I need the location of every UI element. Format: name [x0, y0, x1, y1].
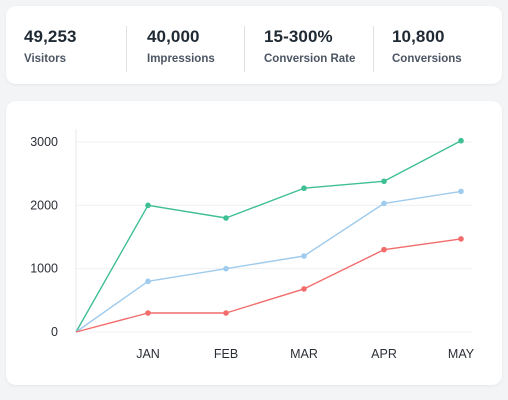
data-point	[458, 137, 464, 144]
stat-value: 40,000	[147, 27, 200, 46]
line-chart: 0 1000 2000 3000 JAN FEB MAR APR MAY	[30, 129, 475, 361]
data-point	[301, 253, 307, 259]
x-tick-label: APR	[371, 347, 397, 361]
data-point	[381, 200, 387, 207]
data-point	[223, 310, 229, 316]
x-tick-label: MAR	[290, 347, 318, 361]
x-tick-label: FEB	[214, 347, 238, 361]
stat-impressions: 40,000 Impressions	[147, 27, 215, 66]
data-point	[381, 246, 387, 253]
data-point	[458, 188, 464, 195]
stat-value: 15-300%	[264, 27, 333, 46]
stat-label: Conversions	[392, 53, 462, 65]
stat-visitors: 49,253 Visitors	[24, 27, 77, 66]
data-point	[223, 265, 229, 272]
data-point	[381, 178, 387, 185]
y-tick-label: 0	[51, 325, 58, 339]
stat-conversions: 10,800 Conversions	[392, 27, 462, 66]
stat-conversion-rate: 15-300% Conversion Rate	[264, 27, 356, 66]
data-point	[223, 215, 229, 221]
series-line-1	[75, 140, 462, 333]
y-tick-label: 1000	[30, 262, 58, 276]
data-point	[458, 236, 464, 242]
chart-card: 0 1000 2000 3000 JAN FEB MAR APR MAY	[6, 101, 502, 385]
y-tick-label: 2000	[30, 198, 58, 212]
y-tick-label: 3000	[30, 135, 58, 149]
divider	[373, 26, 374, 72]
stats-card: 49,253 Visitors 40,000 Impressions 15-30…	[6, 6, 502, 84]
data-point	[301, 185, 307, 192]
x-tick-label: JAN	[136, 347, 160, 361]
stat-value: 49,253	[24, 27, 77, 46]
divider	[244, 26, 245, 72]
stat-label: Conversion Rate	[264, 53, 356, 65]
x-tick-label: MAY	[448, 347, 475, 361]
divider	[126, 26, 127, 72]
series-line-2	[75, 190, 462, 333]
series-line-3	[75, 238, 462, 333]
data-point	[145, 202, 151, 209]
data-point	[145, 310, 151, 316]
data-point	[301, 286, 307, 292]
stat-value: 10,800	[392, 27, 445, 46]
stat-label: Visitors	[24, 53, 66, 65]
data-point	[145, 278, 151, 285]
stat-label: Impressions	[147, 53, 215, 65]
